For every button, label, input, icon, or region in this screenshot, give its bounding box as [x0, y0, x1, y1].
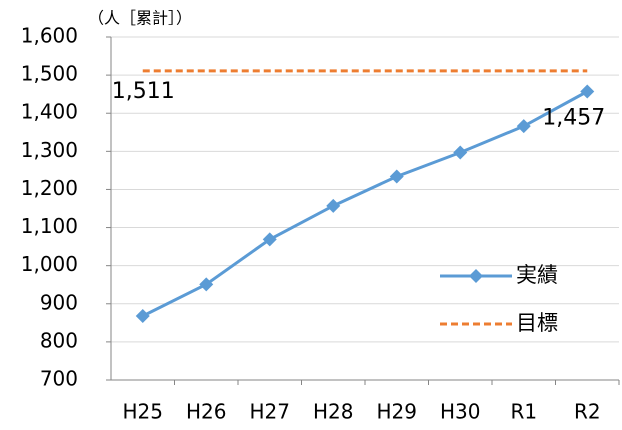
data-label: 1,457	[542, 105, 605, 130]
y-tick-label: 1,100	[21, 214, 78, 238]
y-tick-label: 1,500	[21, 62, 78, 86]
point	[389, 169, 404, 184]
y-tick-label: 900	[40, 290, 78, 314]
series-line	[142, 90, 588, 318]
y-axis-label: （人［累計］）	[88, 9, 192, 28]
legend-label: 実績	[516, 263, 558, 287]
point	[199, 277, 214, 292]
y-tick-label: 1,600	[21, 24, 78, 48]
y-tick-label: 800	[40, 328, 78, 352]
y-tick-label: 1,200	[21, 176, 78, 200]
y-tick-label: 1,300	[21, 138, 78, 162]
point	[135, 308, 150, 323]
x-tick-label: H26	[186, 400, 227, 424]
y-tick-label: 1,000	[21, 252, 78, 276]
legend-label: 目標	[516, 311, 558, 335]
x-tick-label: H27	[250, 400, 291, 424]
point	[516, 119, 531, 134]
point	[326, 198, 341, 213]
x-tick-label: H25	[123, 400, 164, 424]
data-label: 1,511	[112, 79, 175, 104]
x-tick-label: R2	[574, 400, 601, 424]
x-tick-label: H28	[313, 400, 354, 424]
x-tick-label: H29	[377, 400, 418, 424]
legend-marker	[469, 269, 483, 283]
point	[453, 145, 468, 160]
y-tick-label: 1,400	[21, 100, 78, 124]
point	[262, 232, 277, 247]
point	[580, 84, 595, 99]
x-tick-label: H30	[440, 400, 481, 424]
x-tick-label: R1	[510, 400, 537, 424]
y-tick-label: 700	[40, 367, 78, 391]
